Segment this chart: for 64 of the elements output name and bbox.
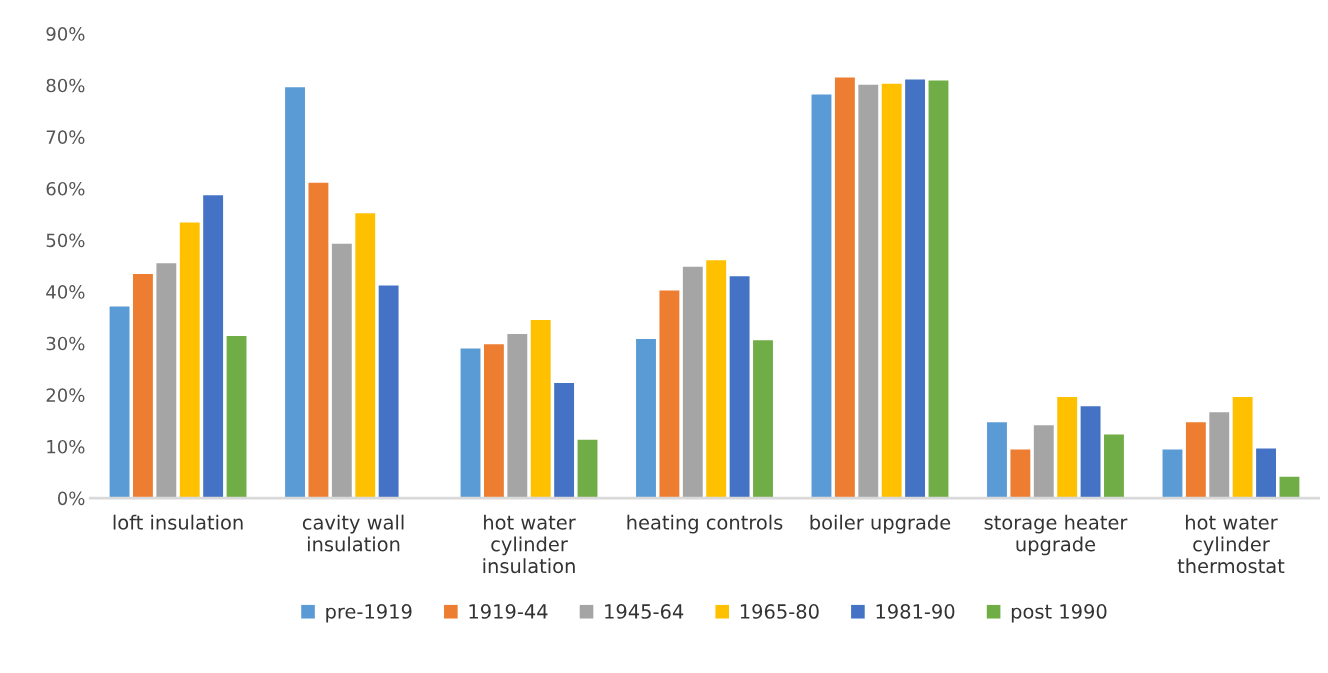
y-tick-label: 70% [46, 130, 85, 144]
bar [460, 348, 481, 499]
bar [987, 422, 1007, 499]
bar [331, 243, 352, 499]
bar [1162, 449, 1183, 499]
bar [659, 290, 680, 499]
y-tick-label: 40% [46, 285, 85, 299]
bar [682, 266, 703, 499]
bar [133, 274, 153, 499]
bar [858, 84, 879, 499]
legend-label: 1981-90 [876, 604, 955, 619]
bar [905, 79, 926, 499]
x-tick-label: storage heater upgrade [984, 514, 1128, 556]
bar [834, 77, 855, 499]
bar [1232, 396, 1253, 499]
bar [483, 344, 504, 499]
legend-label: post 1990 [1011, 604, 1107, 623]
bar [355, 213, 376, 499]
x-tick-label: boiler upgrade [810, 514, 951, 534]
legend-label: pre-1919 [326, 604, 412, 623]
bar [1185, 422, 1206, 499]
legend-label: 1945-64 [605, 604, 684, 619]
bar [507, 333, 528, 499]
y-tick-label: 20% [46, 388, 85, 402]
y-tick-label: 30% [46, 336, 85, 351]
y-tick-label: 80% [46, 78, 85, 93]
bar [577, 439, 598, 499]
bar [179, 222, 200, 499]
x-tick-label: heating controls [627, 514, 783, 534]
bar [636, 339, 656, 499]
bar [1104, 434, 1124, 499]
y-tick-label: 60% [46, 181, 85, 196]
y-tick-label: 90% [46, 27, 85, 41]
bar [1209, 412, 1230, 499]
bar [928, 80, 949, 499]
y-tick-label: 10% [47, 439, 85, 454]
bar [308, 182, 329, 499]
bar [226, 336, 247, 499]
bar [1256, 448, 1276, 499]
bar [706, 260, 727, 499]
x-tick-label: cavity wall insulation [302, 514, 404, 552]
bar [156, 263, 177, 499]
bar [1057, 396, 1078, 499]
bar [811, 94, 832, 499]
x-tick-label: loft insulation [113, 514, 243, 530]
bar [285, 87, 305, 499]
bar [1010, 449, 1031, 499]
x-tick-label: hot water cylinder insulation [483, 514, 576, 574]
bar [378, 285, 399, 499]
bar [1279, 476, 1300, 499]
legend-label: 1965-80 [740, 604, 819, 619]
legend-label: 1919-44 [469, 604, 548, 619]
bar [1033, 425, 1054, 499]
bar [753, 340, 773, 499]
x-tick-label: hot water cylinder thermostat [1177, 514, 1285, 574]
bar [881, 83, 902, 499]
y-tick-label: 50% [46, 233, 85, 248]
bar [530, 320, 551, 499]
bar [109, 306, 130, 499]
bar [1080, 406, 1101, 499]
y-tick-label: 0% [57, 491, 85, 506]
bar [554, 382, 575, 499]
bar [729, 276, 750, 499]
bar [203, 195, 224, 499]
